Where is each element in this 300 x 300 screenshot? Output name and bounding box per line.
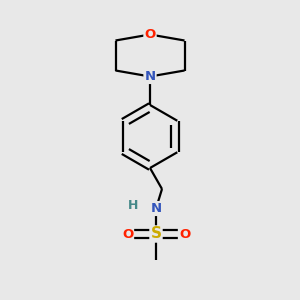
Text: O: O	[179, 227, 190, 241]
Text: N: N	[150, 202, 162, 215]
Text: O: O	[144, 28, 156, 41]
Text: O: O	[122, 227, 133, 241]
Text: H: H	[128, 199, 139, 212]
Text: N: N	[144, 70, 156, 83]
Text: S: S	[151, 226, 161, 242]
